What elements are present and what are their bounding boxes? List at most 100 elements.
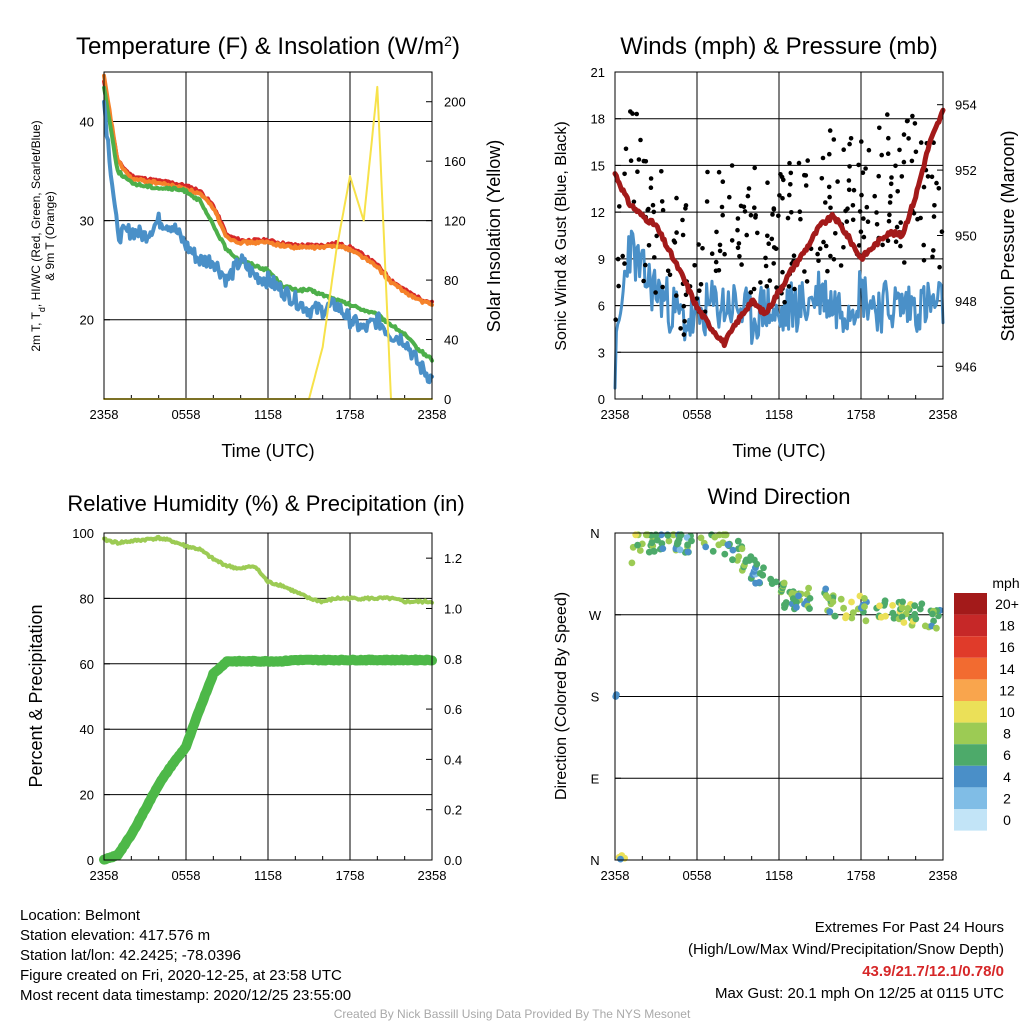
gust-point bbox=[843, 208, 848, 214]
gust-point bbox=[705, 169, 710, 175]
gust-point bbox=[912, 121, 918, 126]
gust-point bbox=[680, 232, 686, 238]
winddir-point bbox=[793, 603, 800, 611]
station-latlon: Station lat/lon: 42.2425; -78.0396 bbox=[20, 947, 242, 964]
gust-point bbox=[736, 241, 742, 246]
temp-frame bbox=[103, 71, 433, 400]
gust-point bbox=[653, 290, 658, 295]
gust-point bbox=[744, 232, 749, 238]
gust-point bbox=[696, 242, 701, 247]
gust-point bbox=[921, 184, 927, 190]
winddir-point bbox=[642, 531, 650, 539]
gust-point bbox=[765, 180, 770, 185]
temp-series-9m-t bbox=[102, 73, 434, 307]
winddir-point bbox=[831, 612, 839, 620]
gust-point bbox=[828, 205, 833, 211]
gust-point bbox=[851, 187, 857, 193]
temp-series-hi-wc bbox=[102, 99, 434, 385]
winddir-point bbox=[826, 608, 834, 616]
winddir-point bbox=[724, 541, 732, 549]
colorbar-label: 14 bbox=[999, 661, 1015, 677]
gust-point bbox=[729, 163, 735, 168]
gust-point bbox=[709, 251, 715, 256]
winddir-ytick-label: N bbox=[590, 526, 599, 541]
precip-y2tick-label: 0.0 bbox=[444, 853, 462, 868]
precip-y2tick-label: 0.6 bbox=[444, 702, 462, 717]
colorbar-label: 0 bbox=[1003, 812, 1011, 828]
winddir-point bbox=[759, 571, 767, 579]
winddir-point bbox=[665, 537, 673, 545]
gust-point bbox=[779, 174, 785, 180]
winddir-point bbox=[890, 614, 898, 622]
gust-point bbox=[889, 175, 894, 180]
gust-point bbox=[782, 299, 787, 305]
gust-point bbox=[909, 158, 915, 164]
gust-point bbox=[823, 243, 829, 249]
temp-xtick-label: 0558 bbox=[172, 407, 201, 422]
winddir-point bbox=[848, 614, 856, 622]
gust-point bbox=[613, 317, 618, 323]
winddir-point bbox=[721, 550, 729, 558]
gust-point bbox=[929, 174, 935, 180]
gust-point bbox=[887, 200, 893, 205]
gust-point bbox=[937, 264, 942, 270]
winddir-point bbox=[805, 584, 812, 592]
gust-point bbox=[803, 173, 809, 178]
gust-point bbox=[906, 136, 911, 141]
recent-timestamp: Most recent data timestamp: 2020/12/25 2… bbox=[20, 987, 352, 1004]
winddir-point bbox=[849, 609, 857, 616]
gust-point bbox=[802, 269, 807, 274]
temp-ylabel: 2m T, Td, HI/WC (Red, Green, Scarlet/Blu… bbox=[29, 120, 57, 351]
gust-point bbox=[771, 206, 777, 211]
gust-point bbox=[713, 259, 719, 265]
colorbar-swatch bbox=[954, 657, 987, 680]
gust-point bbox=[735, 227, 740, 233]
colorbar-label: 8 bbox=[1003, 726, 1011, 742]
gust-point bbox=[623, 146, 629, 152]
gust-point bbox=[660, 284, 665, 290]
gust-point bbox=[797, 209, 803, 214]
rh-xtick-label: 1758 bbox=[336, 868, 365, 883]
winddir-point bbox=[697, 534, 705, 542]
winddir-point bbox=[916, 605, 924, 613]
gust-point bbox=[885, 238, 891, 243]
colorbar-swatch bbox=[954, 765, 987, 788]
gust-point bbox=[659, 169, 664, 174]
colorbar-swatch bbox=[954, 722, 987, 745]
colorbar-label: 4 bbox=[1003, 769, 1011, 785]
precip-y2tick-label: 1.0 bbox=[444, 601, 462, 616]
gust-point bbox=[764, 284, 770, 289]
gust-point bbox=[913, 149, 919, 155]
extremes-subtitle: (High/Low/Max Wind/Precipitation/Snow De… bbox=[688, 941, 1004, 958]
winddir-point bbox=[780, 579, 788, 587]
colorbar-label: 2 bbox=[1003, 790, 1011, 806]
temp-xtick-label: 1758 bbox=[336, 407, 365, 422]
winds-xtick-label: 2358 bbox=[929, 407, 958, 422]
extremes-title: Extremes For Past 24 Hours bbox=[814, 919, 1004, 936]
gust-point bbox=[864, 204, 870, 210]
temp-ytick-label: 30 bbox=[80, 214, 94, 229]
gust-point bbox=[831, 257, 837, 262]
gust-point bbox=[915, 216, 920, 222]
winddir-point bbox=[688, 537, 695, 545]
gust-point bbox=[936, 186, 942, 191]
gust-point bbox=[648, 176, 654, 181]
gust-point bbox=[716, 169, 722, 175]
winds-ytick-label: 0 bbox=[598, 392, 605, 407]
colorbar-label: 16 bbox=[999, 639, 1015, 655]
gust-point bbox=[780, 196, 785, 201]
gust-point bbox=[874, 222, 880, 227]
winddir-ytick-label: W bbox=[589, 608, 602, 623]
gust-point bbox=[720, 212, 725, 218]
colorbar-label: 6 bbox=[1003, 747, 1011, 763]
temp-xtick-label: 1158 bbox=[254, 407, 282, 422]
gust-point bbox=[671, 238, 677, 243]
temp-xtick-label: 2358 bbox=[418, 407, 447, 422]
station-location: Location: Belmont bbox=[20, 907, 141, 924]
winddir-point bbox=[921, 622, 929, 630]
gust-point bbox=[631, 199, 637, 205]
rh-title: Relative Humidity (%) & Precipitation (i… bbox=[67, 491, 464, 516]
gust-point bbox=[704, 199, 710, 204]
gust-point bbox=[628, 109, 633, 114]
gust-point bbox=[737, 253, 742, 259]
